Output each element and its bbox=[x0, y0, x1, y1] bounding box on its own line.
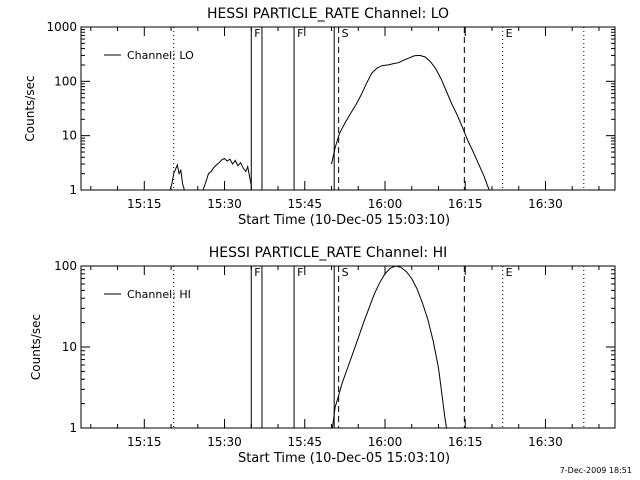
x-axis-label: Start Time (10-Dec-05 15:03:10) bbox=[238, 213, 450, 228]
x-tick-label: 16:30 bbox=[528, 435, 563, 449]
data-series-line bbox=[331, 265, 447, 429]
chart-title: HESSI PARTICLE_RATE Channel: LO bbox=[207, 6, 449, 22]
x-axis-label: Start Time (10-Dec-05 15:03:10) bbox=[238, 451, 450, 466]
x-tick-label: 15:45 bbox=[287, 197, 322, 211]
chart-title: HESSI PARTICLE_RATE Channel: HI bbox=[209, 245, 447, 261]
y-tick-label: 10 bbox=[62, 340, 77, 354]
x-tick-label: 15:15 bbox=[127, 435, 162, 449]
legend-label: Channel: HI bbox=[127, 288, 191, 301]
x-tick-label: 15:30 bbox=[207, 197, 242, 211]
date-stamp: 7-Dec-2009 18:51 bbox=[559, 466, 632, 475]
legend-label: Channel: LO bbox=[127, 49, 194, 62]
x-tick-label: 15:15 bbox=[127, 197, 162, 211]
y-axis-label: Counts/sec bbox=[29, 314, 43, 380]
y-tick-label: 100 bbox=[54, 74, 77, 88]
marker-label: F bbox=[254, 266, 260, 279]
x-tick-label: 15:45 bbox=[287, 435, 322, 449]
y-tick-label: 1 bbox=[69, 421, 77, 435]
x-tick-label: 16:15 bbox=[448, 197, 483, 211]
y-tick-label: 100 bbox=[54, 259, 77, 273]
data-series-line bbox=[169, 163, 185, 191]
marker-label: F bbox=[297, 27, 303, 40]
data-series-line bbox=[331, 54, 490, 191]
chart-panel-2: HESSI PARTICLE_RATE Channel: HI Counts/se… bbox=[29, 245, 616, 466]
x-tick-label: 16:15 bbox=[448, 435, 483, 449]
x-tick-label: 16:30 bbox=[528, 197, 563, 211]
marker-label: F bbox=[297, 266, 303, 279]
marker-label: S bbox=[342, 266, 349, 279]
x-tick-label: 16:00 bbox=[368, 197, 403, 211]
marker-label: F bbox=[254, 27, 260, 40]
marker-label: E bbox=[506, 266, 513, 279]
plot-frame bbox=[80, 26, 616, 191]
marker-label: S bbox=[342, 27, 349, 40]
data-series-line bbox=[202, 157, 252, 191]
x-tick-label: 15:30 bbox=[207, 435, 242, 449]
marker-label: E bbox=[506, 27, 513, 40]
y-tick-label: 1 bbox=[69, 183, 77, 197]
chart-panel-1: HESSI PARTICLE_RATE Channel: LO Counts/se… bbox=[23, 6, 616, 228]
y-tick-label: 10 bbox=[62, 129, 77, 143]
y-axis-label: Counts/sec bbox=[23, 75, 37, 141]
x-tick-label: 16:00 bbox=[368, 435, 403, 449]
y-tick-label: 1000 bbox=[46, 20, 77, 34]
